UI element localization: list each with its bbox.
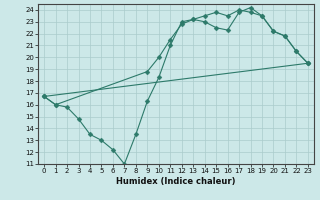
X-axis label: Humidex (Indice chaleur): Humidex (Indice chaleur) [116,177,236,186]
